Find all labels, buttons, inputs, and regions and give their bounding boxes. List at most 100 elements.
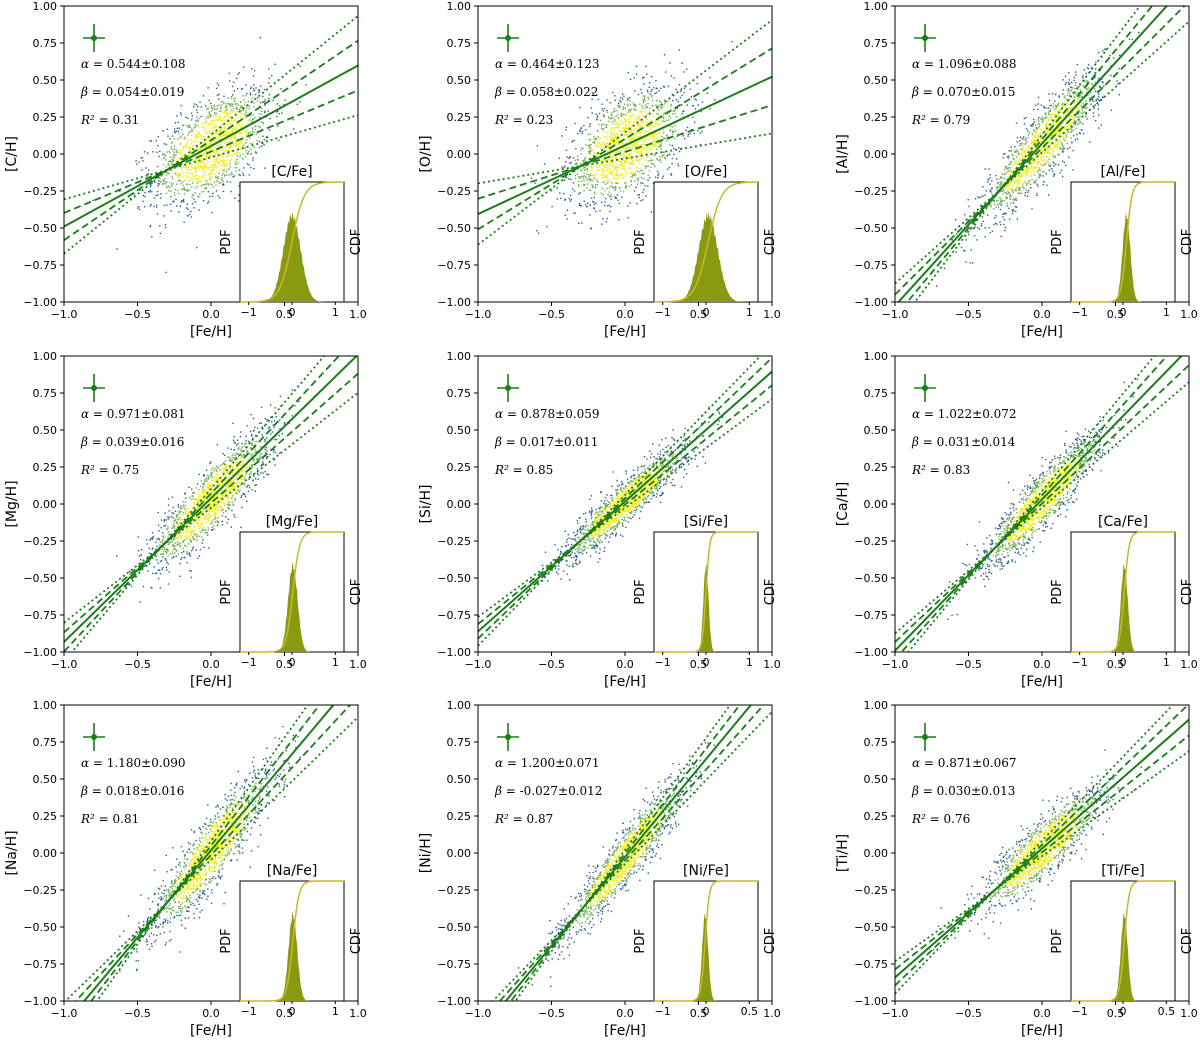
scatter-point bbox=[1008, 155, 1010, 157]
scatter-point bbox=[246, 425, 248, 427]
scatter-point bbox=[577, 184, 580, 186]
scatter-point bbox=[195, 138, 197, 140]
scatter-point bbox=[151, 572, 154, 575]
scatter-point bbox=[250, 153, 252, 155]
scatter-point bbox=[649, 135, 651, 138]
scatter-point bbox=[622, 177, 624, 180]
scatter-point bbox=[642, 199, 644, 201]
scatter-point bbox=[215, 184, 217, 187]
scatter-point bbox=[219, 154, 221, 157]
scatter-point bbox=[616, 151, 619, 153]
scatter-point bbox=[227, 518, 230, 521]
scatter-point bbox=[1055, 133, 1057, 135]
scatter-point bbox=[262, 142, 264, 145]
y-tick-label: 0.50 bbox=[864, 74, 889, 87]
scatter-point bbox=[1059, 146, 1061, 149]
scatter-point bbox=[601, 142, 603, 144]
scatter-point bbox=[612, 141, 614, 144]
scatter-point bbox=[147, 191, 150, 193]
scatter-point bbox=[607, 133, 609, 135]
scatter-point bbox=[591, 92, 594, 94]
scatter-point bbox=[578, 203, 581, 205]
scatter-point bbox=[234, 162, 236, 165]
scatter-point bbox=[1021, 172, 1023, 175]
scatter-point bbox=[165, 226, 167, 229]
scatter-point bbox=[170, 190, 172, 192]
scatter-point bbox=[655, 132, 657, 134]
scatter-point bbox=[654, 143, 657, 145]
scatter-point bbox=[232, 81, 235, 83]
scatter-point bbox=[216, 107, 219, 109]
scatter-point bbox=[139, 182, 142, 185]
scatter-point bbox=[273, 420, 276, 422]
scatter-point bbox=[1049, 116, 1051, 119]
scatter-point bbox=[215, 137, 217, 140]
scatter-point bbox=[1007, 185, 1009, 188]
scatter-point bbox=[171, 176, 173, 178]
scatter-point bbox=[614, 144, 616, 146]
scatter-point bbox=[1021, 150, 1023, 152]
scatter-point bbox=[212, 130, 215, 132]
scatter-point bbox=[632, 149, 635, 151]
scatter-point bbox=[655, 104, 657, 106]
scatter-point bbox=[240, 140, 242, 143]
scatter-point bbox=[157, 569, 160, 571]
scatter-point bbox=[581, 130, 584, 133]
scatter-point bbox=[642, 123, 644, 125]
scatter-point bbox=[190, 134, 193, 136]
scatter-point bbox=[218, 149, 221, 151]
scatter-point bbox=[1020, 136, 1022, 138]
scatter-point bbox=[202, 142, 204, 144]
scatter-point bbox=[644, 149, 646, 152]
scatter-point bbox=[229, 80, 231, 82]
scatter-point bbox=[639, 168, 641, 170]
scatter-point bbox=[252, 417, 255, 420]
scatter-point bbox=[623, 103, 626, 106]
scatter-point bbox=[163, 519, 166, 521]
scatter-point bbox=[1012, 163, 1014, 165]
scatter-point bbox=[156, 559, 158, 561]
scatter-point bbox=[206, 151, 209, 153]
scatter-point bbox=[270, 404, 272, 406]
inset-tick-label: −1 bbox=[241, 306, 257, 319]
scatter-point bbox=[222, 169, 224, 172]
scatter-point bbox=[181, 551, 183, 554]
scatter-point bbox=[219, 158, 221, 160]
stat-alpha: α = 0.464±0.123 bbox=[495, 57, 600, 71]
scatter-point bbox=[183, 188, 185, 190]
scatter-point bbox=[1057, 131, 1059, 133]
fit-lines bbox=[895, 6, 1189, 302]
scatter-point bbox=[615, 150, 618, 152]
scatter-point bbox=[234, 137, 236, 139]
scatter-point bbox=[625, 133, 627, 136]
x-tick-label: 0.5 bbox=[690, 308, 708, 321]
scatter-point bbox=[212, 186, 214, 188]
scatter-point bbox=[612, 169, 614, 171]
scatter-point bbox=[565, 129, 567, 131]
scatter-point bbox=[593, 207, 595, 209]
cdf-curve bbox=[654, 181, 758, 303]
scatter-point bbox=[650, 154, 652, 156]
scatter-point bbox=[613, 120, 616, 122]
scatter-point bbox=[196, 483, 199, 485]
scatter-point bbox=[577, 132, 579, 135]
scatter-point bbox=[639, 103, 641, 105]
scatter-point bbox=[1017, 150, 1019, 153]
scatter-point bbox=[1025, 149, 1028, 151]
scatter-point bbox=[247, 152, 249, 155]
scatter-point bbox=[640, 169, 642, 172]
scatter-point bbox=[1057, 103, 1059, 106]
scatter-point bbox=[189, 126, 191, 129]
y-tick-label: 0.50 bbox=[33, 74, 58, 87]
scatter-point bbox=[625, 160, 627, 163]
scatter-point bbox=[604, 201, 606, 203]
scatter-point bbox=[179, 562, 181, 565]
scatter-point bbox=[234, 101, 236, 103]
scatter-point bbox=[625, 114, 627, 116]
scatter-point bbox=[991, 180, 993, 182]
scatter-point bbox=[195, 163, 197, 165]
scatter-point bbox=[634, 90, 636, 92]
scatter-point bbox=[996, 182, 999, 184]
scatter-point bbox=[154, 572, 156, 575]
scatter-point bbox=[582, 161, 585, 164]
